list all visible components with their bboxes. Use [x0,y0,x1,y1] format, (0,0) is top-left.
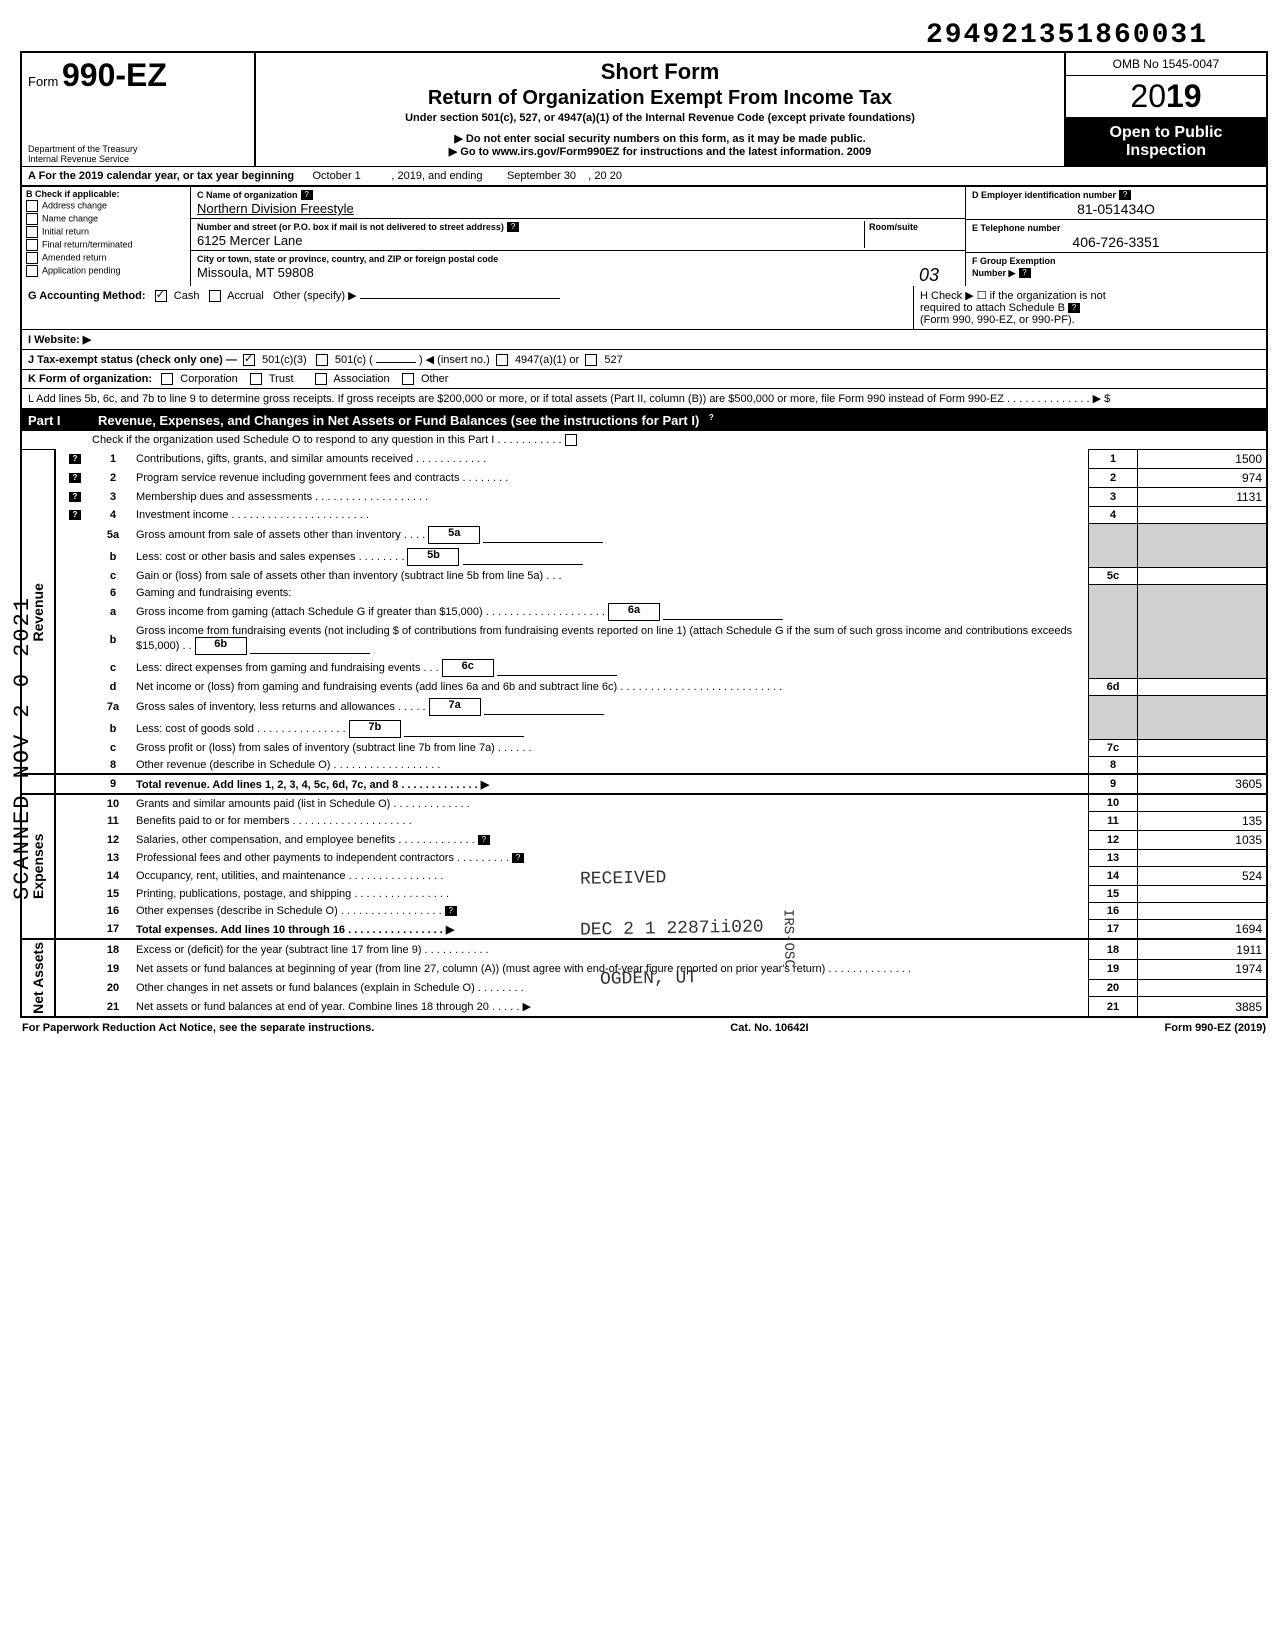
form-prefix: Form [28,74,58,89]
row-j: J Tax-exempt status (check only one) — 5… [20,350,1268,370]
help-icon[interactable]: ? [301,190,313,200]
tax-exempt-label: J Tax-exempt status (check only one) — [28,354,237,366]
city-label: City or town, state or province, country… [197,254,498,264]
room-label: Room/suite [869,222,918,232]
chk-address-change[interactable]: Address change [26,200,186,212]
lines-table: Revenue ? 1 Contributions, gifts, grants… [20,449,1268,1018]
form-number-block: Form 990-EZ [28,57,248,94]
chk-corporation[interactable] [161,373,173,385]
row-h-label3: (Form 990, 990-EZ, or 990-PF). [920,314,1075,326]
row-h-label: H Check ▶ ☐ if the organization is not [920,290,1106,302]
help-icon[interactable]: ? [1019,268,1031,278]
side-label-net-assets: Net Assets [21,939,55,1017]
footer-right: Form 990-EZ (2019) [1165,1022,1267,1034]
main-title: Return of Organization Exempt From Incom… [266,87,1054,110]
chk-other-org[interactable] [402,373,414,385]
group-exemption-label: F Group Exemption [972,256,1056,266]
omb-number: OMB No 1545-0047 [1066,53,1266,76]
website-label: I Website: ▶ [28,334,91,346]
col-b-header: B Check if applicable: [26,189,120,199]
form-number: 990-EZ [62,57,167,93]
telephone-value: 406-726-3351 [972,234,1260,250]
help-icon[interactable]: ? [445,906,457,916]
help-icon[interactable]: ? [1068,303,1080,313]
row-k: K Form of organization: Corporation Trus… [20,370,1268,389]
accounting-method-label: G Accounting Method: [28,290,146,302]
chk-4947[interactable] [496,354,508,366]
address-label: Number and street (or P.O. box if mail i… [197,222,504,232]
row-a-tax-year: A For the 2019 calendar year, or tax yea… [20,166,1268,187]
tax-year-begin: October 1 [312,170,360,182]
part-1-check-line: Check if the organization used Schedule … [20,431,1268,449]
org-name-value: Northern Division Freestyle [197,201,354,216]
col-b-checkboxes: B Check if applicable: Address change Na… [22,187,191,286]
part-1-header: Part I Revenue, Expenses, and Changes in… [20,410,1268,431]
warning-2: ▶ Go to www.irs.gov/Form990EZ for instru… [266,145,1054,158]
chk-501c3[interactable] [243,354,255,366]
dln-number: 294921351860031 [20,20,1268,51]
row-l: L Add lines 5b, 6c, and 7b to line 9 to … [20,389,1268,410]
help-icon[interactable]: ? [1119,190,1131,200]
row-i: I Website: ▶ [20,330,1268,350]
telephone-label: E Telephone number [972,223,1060,233]
help-icon[interactable]: ? [705,413,717,423]
row-a-suffix: , 20 20 [588,170,622,182]
chk-amended-return[interactable]: Amended return [26,252,186,264]
address-value: 6125 Mercer Lane [197,233,303,248]
chk-trust[interactable] [250,373,262,385]
col-c-org-info: C Name of organization ? Northern Divisi… [191,187,966,286]
chk-527[interactable] [585,354,597,366]
row-a-label: A For the 2019 calendar year, or tax yea… [28,170,294,182]
city-suffix: 03 [919,265,959,286]
help-icon[interactable]: ? [69,473,81,483]
tax-year: 2019 [1066,76,1266,118]
group-exemption-label2: Number ▶ [972,268,1015,278]
row-h-label2: required to attach Schedule B [920,302,1065,314]
form-of-org-label: K Form of organization: [28,373,152,385]
chk-schedule-o[interactable] [565,434,577,446]
chk-accrual[interactable] [209,290,221,302]
part-1-label: Part I [28,413,98,428]
footer-mid: Cat. No. 10642I [730,1022,808,1034]
chk-association[interactable] [315,373,327,385]
line-1-text: Contributions, gifts, grants, and simila… [132,450,1089,469]
help-icon[interactable]: ? [69,492,81,502]
footer-left: For Paperwork Reduction Act Notice, see … [22,1022,374,1034]
help-icon[interactable]: ? [507,222,519,232]
part-1-title: Revenue, Expenses, and Changes in Net As… [98,413,699,428]
form-header: Form 990-EZ Department of the Treasury I… [20,51,1268,166]
ein-value: 81-051434O [972,201,1260,217]
department-line: Department of the Treasury Internal Reve… [28,144,138,164]
line-1-value: 1500 [1138,450,1268,469]
row-g: G Accounting Method: Cash Accrual Other … [20,286,1268,330]
tax-year-end: September 30 [507,170,576,182]
org-name-label: C Name of organization [197,190,298,200]
ein-label: D Employer identification number [972,190,1116,200]
help-icon[interactable]: ? [512,853,524,863]
chk-initial-return[interactable]: Initial return [26,226,186,238]
line-1-num: 1 [94,450,132,469]
chk-501c[interactable] [316,354,328,366]
help-icon[interactable]: ? [478,835,490,845]
identity-block: B Check if applicable: Address change Na… [20,187,1268,286]
help-icon[interactable]: ? [69,454,81,464]
chk-application-pending[interactable]: Application pending [26,265,186,277]
help-icon[interactable]: ? [69,510,81,520]
chk-cash[interactable] [155,290,167,302]
subtitle: Under section 501(c), 527, or 4947(a)(1)… [266,112,1054,124]
short-form-title: Short Form [266,59,1054,85]
line-1-box: 1 [1089,450,1138,469]
chk-name-change[interactable]: Name change [26,213,186,225]
chk-final-return[interactable]: Final return/terminated [26,239,186,251]
stamp-scanned: SCANNED NOV 2 0 2021 [10,596,35,900]
row-l-text: L Add lines 5b, 6c, and 7b to line 9 to … [28,393,1110,405]
open-to-public: Open to Public Inspection [1066,118,1266,166]
city-value: Missoula, MT 59808 [197,265,314,280]
col-de: D Employer identification number ? 81-05… [966,187,1266,286]
page-footer: For Paperwork Reduction Act Notice, see … [20,1018,1268,1038]
warning-1: ▶ Do not enter social security numbers o… [266,132,1054,145]
row-a-mid: , 2019, and ending [391,170,482,182]
